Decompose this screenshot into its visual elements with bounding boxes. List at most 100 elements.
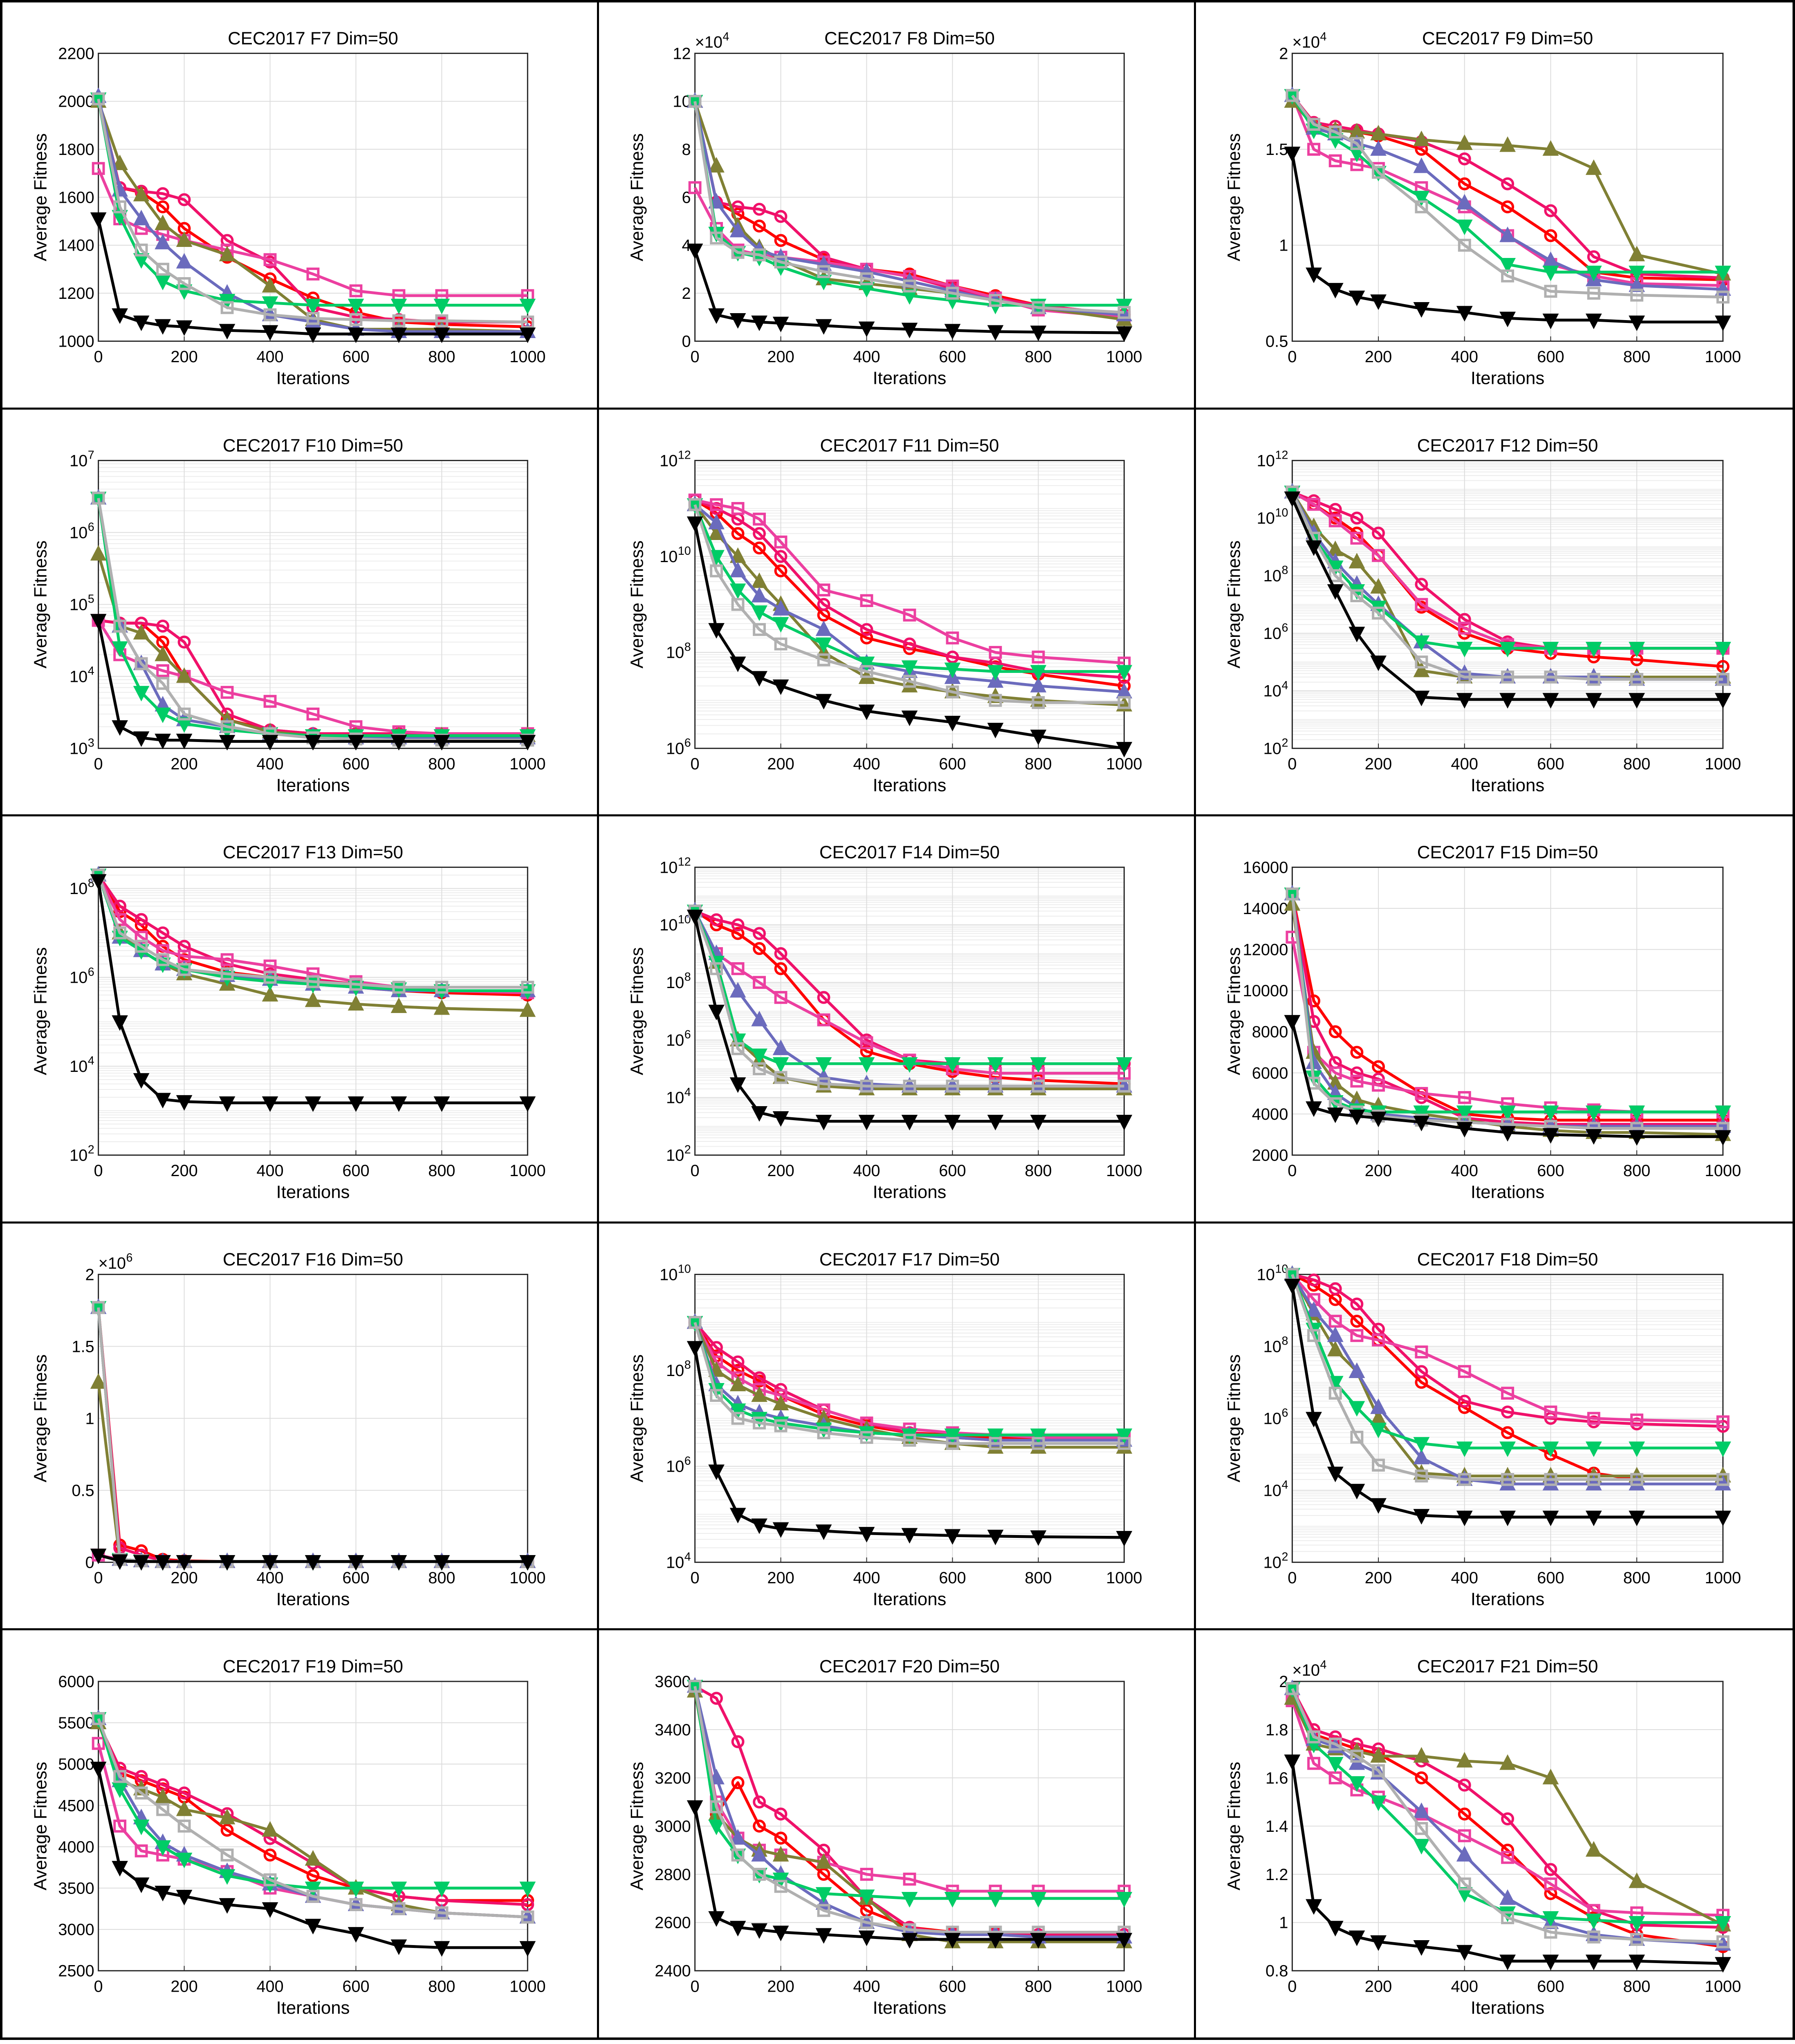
x-tick-label: 1000 <box>1106 1978 1142 1996</box>
data-point-square <box>521 1910 534 1924</box>
data-point-triangle-up <box>390 997 407 1013</box>
x-tick-label: 400 <box>256 1978 283 1996</box>
data-point-triangle-down <box>1413 1105 1429 1121</box>
data-point-triangle-down <box>944 1428 961 1444</box>
data-point-triangle-down <box>1030 1530 1047 1546</box>
data-point-circle <box>1501 1844 1514 1857</box>
data-point-triangle-down <box>348 1555 364 1571</box>
data-point-triangle-down <box>262 1902 278 1918</box>
data-point-triangle-down <box>262 735 278 751</box>
data-point-triangle-down <box>1456 1105 1473 1121</box>
series-line <box>693 910 1124 1075</box>
y-tick-label: 8 <box>682 141 691 159</box>
data-point-triangle-up <box>1348 1362 1365 1378</box>
data-point-triangle-down <box>1499 1511 1516 1526</box>
data-point-triangle-up <box>708 157 725 173</box>
data-point-square <box>349 284 363 298</box>
data-point-square <box>1587 1930 1600 1944</box>
data-point-triangle-down <box>1628 693 1645 708</box>
data-point-square <box>1458 621 1471 634</box>
series-line <box>97 880 528 1105</box>
data-point-triangle-down <box>1542 641 1559 657</box>
x-tick-label: 400 <box>853 755 880 773</box>
data-point-triangle-down <box>133 686 150 702</box>
data-point-triangle-up <box>751 572 768 588</box>
data-point-square <box>135 243 148 257</box>
y-tick-label: 10^6 <box>70 966 94 987</box>
y-tick-label: 10^8 <box>666 641 691 662</box>
x-tick-label: 400 <box>1451 755 1478 773</box>
y-tick-label: 1 <box>1279 1914 1288 1932</box>
data-point-triangle-down <box>1348 1776 1365 1792</box>
data-point-triangle-up <box>751 1386 768 1402</box>
data-point-triangle-down <box>944 1933 961 1949</box>
data-point-triangle-down <box>816 1057 832 1073</box>
y-axis-label: Average Fitness <box>31 947 50 1075</box>
data-point-triangle-down <box>1628 1105 1645 1121</box>
data-point-triangle-down <box>348 1927 364 1943</box>
data-point-square <box>521 981 534 994</box>
data-point-triangle-up <box>433 999 450 1015</box>
data-point-triangle-down <box>305 298 321 314</box>
data-point-triangle-down <box>859 656 875 672</box>
data-point-triangle-down <box>112 308 128 324</box>
x-tick-label: 1000 <box>1106 348 1142 366</box>
data-point-circle <box>1415 1771 1428 1785</box>
y-tick-label: 3000 <box>58 1921 94 1939</box>
x-tick-label: 200 <box>171 1569 197 1587</box>
data-point-triangle-down <box>1030 1115 1047 1131</box>
data-point-triangle-down <box>730 1921 746 1937</box>
data-point-triangle-down <box>1413 1509 1429 1525</box>
data-point-square <box>731 962 745 975</box>
data-point-square <box>946 1080 959 1093</box>
x-tick-label: 800 <box>1025 1569 1052 1587</box>
data-point-triangle-down <box>1327 1107 1344 1123</box>
data-point-triangle-down <box>155 1840 171 1856</box>
data-point-square <box>1286 1682 1299 1696</box>
data-point-circle <box>753 527 766 540</box>
y-axis-label: Average Fitness <box>31 133 50 261</box>
data-point-square <box>1307 498 1320 511</box>
data-point-triangle-down <box>859 1115 875 1131</box>
y-tick-label: 1.6 <box>1265 1769 1288 1787</box>
data-point-triangle-down <box>773 1522 789 1538</box>
data-point-triangle-up <box>1413 661 1429 677</box>
data-point-square <box>1630 289 1643 302</box>
data-point-triangle-down <box>133 1820 150 1836</box>
chart-title: CEC2017 F11 Dim=50 <box>820 436 999 455</box>
data-point-square <box>306 312 320 325</box>
data-point-square <box>1350 1074 1364 1088</box>
x-axis-label: Iterations <box>1471 1182 1544 1202</box>
data-point-triangle-down <box>1413 1940 1429 1956</box>
y-tick-label: 10^4 <box>666 1086 691 1107</box>
data-point-triangle-up <box>348 995 364 1011</box>
data-point-triangle-down <box>944 662 961 678</box>
x-tick-label: 0 <box>94 755 103 773</box>
data-point-triangle-up <box>262 1821 278 1837</box>
data-point-triangle-down <box>1413 191 1429 206</box>
data-point-triangle-down <box>730 1077 746 1093</box>
data-point-square <box>989 645 1002 659</box>
y-tick-label: 2 <box>682 285 691 303</box>
data-point-triangle-up <box>1499 1889 1516 1905</box>
chart-title: CEC2017 F19 Dim=50 <box>223 1657 403 1677</box>
series-line <box>693 1322 1124 1442</box>
data-point-triangle-down <box>1585 1441 1602 1457</box>
data-point-triangle-down <box>773 316 789 332</box>
y-tick-label: 1600 <box>58 188 94 206</box>
data-point-square <box>156 953 169 966</box>
x-tick-label: 600 <box>1537 1569 1564 1587</box>
data-point-triangle-down <box>1370 655 1387 671</box>
y-axis-label: Average Fitness <box>628 133 647 261</box>
data-point-triangle-down <box>1585 1954 1602 1970</box>
data-point-triangle-down <box>348 1882 364 1898</box>
data-point-triangle-down <box>1348 1930 1365 1946</box>
y-tick-label: 4000 <box>1252 1105 1288 1123</box>
data-point-triangle-down <box>944 324 961 340</box>
y-tick-label: 10^8 <box>666 1358 691 1380</box>
y-axis-label: Average Fitness <box>628 540 647 668</box>
series-line <box>97 96 528 333</box>
data-point-triangle-down <box>1348 626 1365 642</box>
chart-panel: 0 200 400 600 800 1000 0 2 4 6 8 10 12 CEC2017 F8 Dim… <box>599 2 1196 410</box>
